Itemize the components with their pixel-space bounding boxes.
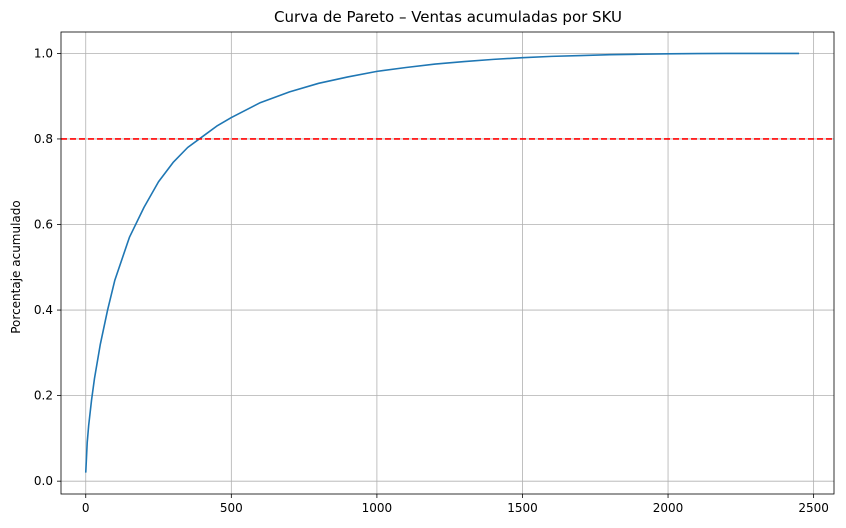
series-line bbox=[84, 52, 800, 473]
y-tick-label: 1.0 bbox=[34, 46, 53, 60]
x-tick-label: 2000 bbox=[653, 501, 684, 515]
y-axis-label: Porcentaje acumulado bbox=[9, 200, 23, 334]
y-tick-label: 0.2 bbox=[34, 389, 53, 403]
y-tick-label: 0.8 bbox=[34, 132, 53, 146]
chart-title: Curva de Pareto – Ventas acumuladas por … bbox=[274, 8, 622, 26]
plot-frame bbox=[60, 31, 835, 495]
x-tick-label: 2500 bbox=[798, 501, 829, 515]
plot-area: 0 500 1000 1500 2000 2500 0.0 0.2 0.4 0.6 0.8 1.0 bbox=[34, 31, 835, 515]
y-tick-label: 0.6 bbox=[34, 218, 53, 232]
x-tick-label: 1500 bbox=[507, 501, 538, 515]
y-tick-label: 0.0 bbox=[34, 474, 53, 488]
y-tick-label: 0.4 bbox=[34, 303, 53, 317]
x-tick-label: 1000 bbox=[362, 501, 393, 515]
x-tick-label: 0 bbox=[82, 501, 90, 515]
x-tick-label: 500 bbox=[220, 501, 243, 515]
